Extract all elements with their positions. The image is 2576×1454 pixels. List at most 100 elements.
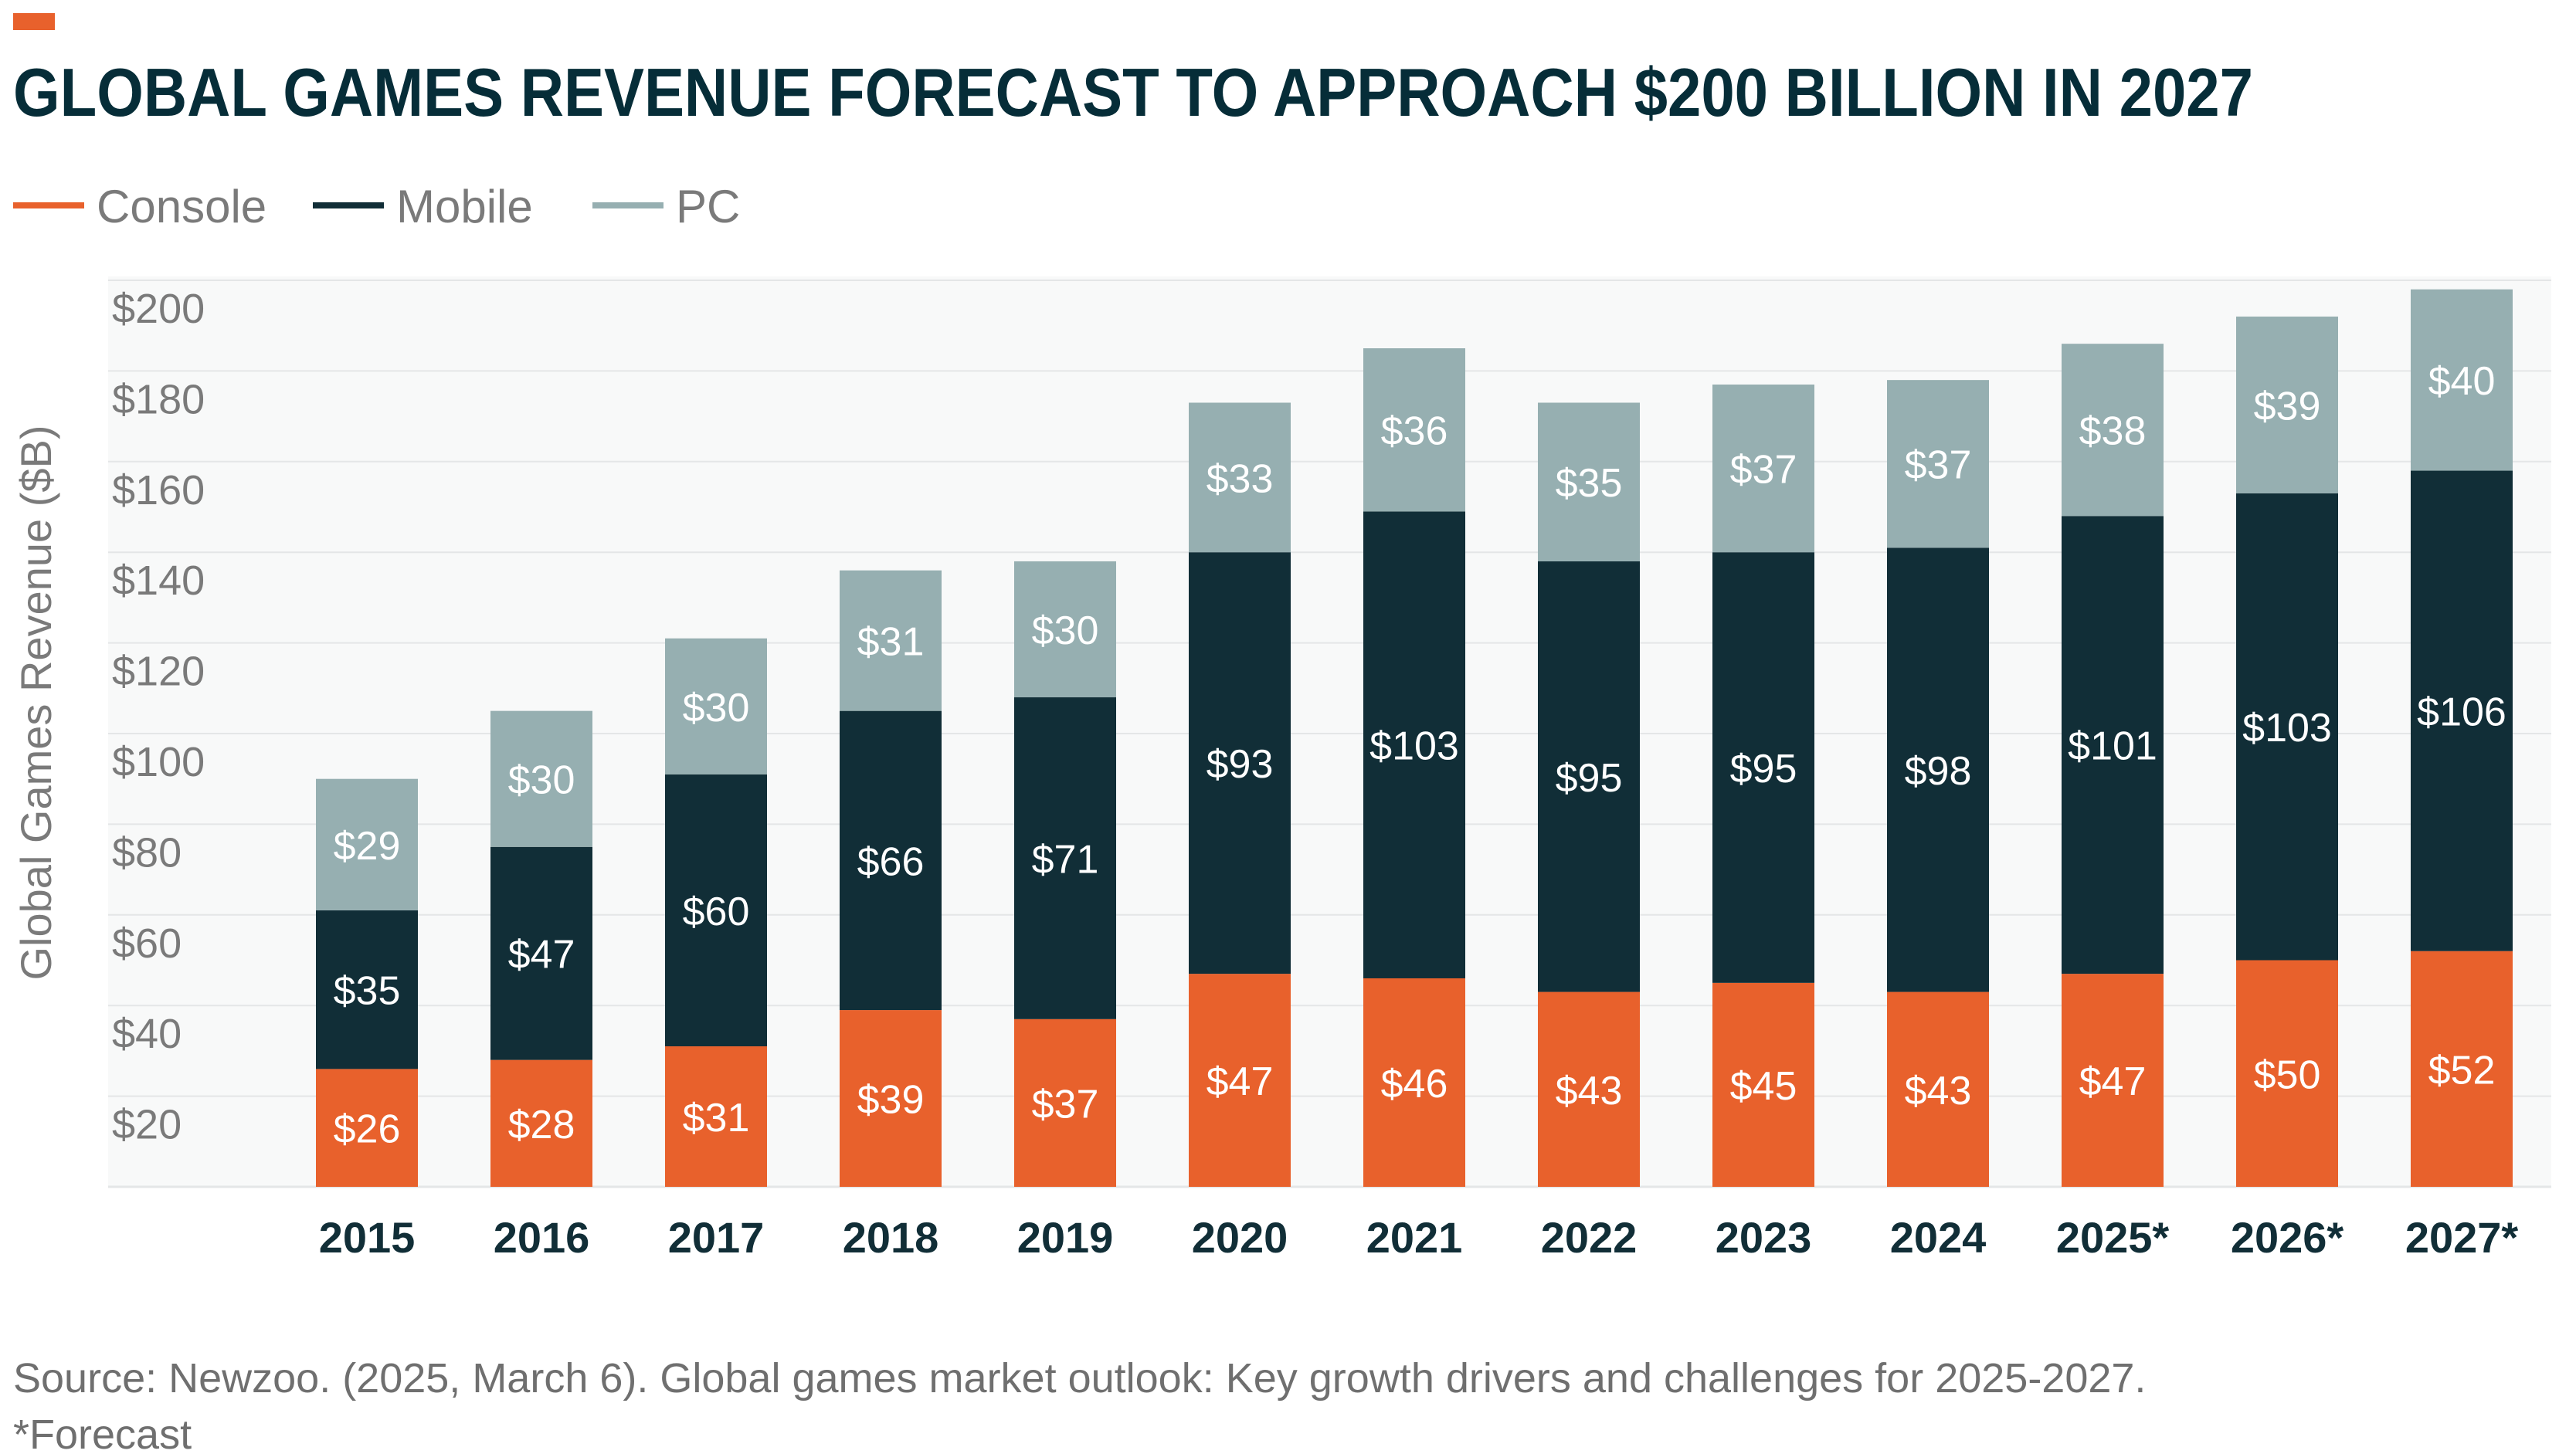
bar-value-label: $101 — [2068, 724, 2157, 769]
plot-background — [108, 276, 2551, 1187]
y-axis-ticks: $20 $40 $60 $80 $100 $120 $140 $160 $180 $200 — [112, 286, 205, 1148]
x-tick-label: 2015 — [319, 1213, 416, 1262]
bar-mobile — [840, 710, 942, 1011]
bar-console — [2062, 974, 2164, 1187]
bar-value-label: $50 — [2254, 1052, 2321, 1097]
bar-value-label: $40 — [2428, 359, 2496, 404]
legend-label-mobile: Mobile — [396, 181, 533, 232]
y-tick-label: $180 — [112, 376, 205, 422]
bar-value-label: $36 — [1381, 409, 1448, 454]
y-tick-label: $60 — [112, 920, 182, 967]
bar-value-label: $60 — [683, 890, 750, 934]
bar-value-label: $30 — [1032, 608, 1099, 653]
bar-pc — [2062, 344, 2164, 517]
y-tick-label: $160 — [112, 467, 205, 513]
bar-console — [2411, 951, 2513, 1187]
bar-mobile — [665, 774, 767, 1047]
bar-value-label: $47 — [508, 933, 575, 978]
bar-pc — [1712, 385, 1814, 553]
bar-console — [1538, 991, 1640, 1187]
bar-value-label: $33 — [1207, 456, 1274, 501]
bar-value-label: $95 — [1730, 747, 1797, 791]
bar-mobile — [1538, 561, 1640, 992]
bar-mobile — [1363, 511, 1465, 978]
bar-value-label: $93 — [1207, 742, 1274, 787]
forecast-note: *Forecast — [13, 1412, 192, 1454]
y-tick-label: $20 — [112, 1102, 182, 1148]
bar-value-label: $28 — [508, 1103, 575, 1147]
bar-value-label: $43 — [1556, 1069, 1623, 1113]
bar-mobile — [316, 910, 418, 1069]
bar-value-label: $103 — [1369, 724, 1459, 769]
y-tick-label: $100 — [112, 739, 205, 785]
bar-pc — [1189, 402, 1291, 553]
bar-mobile — [1014, 697, 1116, 1019]
bar-value-label: $29 — [334, 824, 401, 869]
legend-label-console: Console — [97, 181, 266, 232]
bar-mobile — [1712, 552, 1814, 983]
bar-pc — [1014, 561, 1116, 698]
bar-pc — [1887, 380, 1989, 548]
x-tick-label: 2023 — [1716, 1213, 1812, 1262]
source-note: Source: Newzoo. (2025, March 6). Global … — [13, 1355, 2146, 1401]
bar-console — [1712, 982, 1814, 1187]
bar-console — [1189, 974, 1291, 1187]
y-tick-label: $200 — [112, 286, 205, 332]
bar-value-label: $39 — [2254, 384, 2321, 429]
bar-value-label: $35 — [1556, 461, 1623, 506]
bar-value-label: $37 — [1032, 1082, 1099, 1127]
bar-pc — [1363, 348, 1465, 512]
bar-pc — [840, 570, 942, 711]
bar-value-label: $52 — [2428, 1048, 2496, 1093]
bar-console — [2236, 960, 2338, 1187]
y-tick-label: $80 — [112, 829, 182, 876]
bar-value-label: $26 — [334, 1107, 401, 1152]
bar-mobile — [490, 846, 592, 1060]
bar-value-label: $31 — [857, 620, 925, 665]
bar-value-label: $66 — [857, 839, 925, 884]
bar-console — [665, 1046, 767, 1187]
legend: Console Mobile PC — [13, 181, 740, 232]
y-tick-label: $140 — [112, 558, 205, 604]
x-tick-label: 2016 — [494, 1213, 590, 1262]
bar-value-label: $71 — [1032, 837, 1099, 882]
accent-square — [13, 13, 55, 30]
y-tick-label: $120 — [112, 649, 205, 695]
bar-value-label: $106 — [2417, 690, 2506, 735]
x-tick-label: 2024 — [1890, 1213, 1987, 1262]
x-tick-label: 2019 — [1017, 1213, 1114, 1262]
x-tick-label: 2027* — [2405, 1213, 2519, 1262]
y-tick-label: $40 — [112, 1011, 182, 1057]
bar-console — [840, 1010, 942, 1187]
bar-value-label: $30 — [683, 686, 750, 730]
bar-value-label: $35 — [334, 969, 401, 1014]
bar-mobile — [2411, 470, 2513, 951]
bar-value-label: $38 — [2079, 409, 2147, 454]
x-axis-ticks: 2015 2016 2017 2018 2019 2020 2021 2022 2023 2024… — [319, 1213, 2519, 1262]
bar-value-label: $45 — [1730, 1064, 1797, 1109]
bar-mobile — [2236, 493, 2338, 961]
bar-value-label: $98 — [1905, 749, 1972, 794]
bar-mobile — [2062, 516, 2164, 974]
bar-value-label: $47 — [1207, 1059, 1274, 1104]
bar-value-label: $37 — [1730, 448, 1797, 493]
x-tick-label: 2017 — [668, 1213, 765, 1262]
bar-pc — [1538, 402, 1640, 561]
bar-pc — [665, 638, 767, 774]
bar-value-label: $46 — [1381, 1062, 1448, 1107]
bar-pc — [490, 710, 592, 847]
bar-mobile — [1887, 547, 1989, 992]
bar-value-label: $95 — [1556, 756, 1623, 801]
chart-title: GLOBAL GAMES REVENUE FORECAST TO APPROAC… — [13, 54, 2253, 130]
x-tick-label: 2026* — [2231, 1213, 2344, 1262]
bar-value-label: $31 — [683, 1096, 750, 1140]
bar-console — [1887, 991, 1989, 1187]
bar-mobile — [1189, 552, 1291, 974]
bar-pc — [2411, 289, 2513, 471]
bar-pc — [2236, 316, 2338, 493]
x-tick-label: 2020 — [1192, 1213, 1288, 1262]
bar-value-label: $103 — [2242, 706, 2332, 751]
bar-value-label: $47 — [2079, 1059, 2147, 1104]
x-tick-label: 2022 — [1541, 1213, 1638, 1262]
